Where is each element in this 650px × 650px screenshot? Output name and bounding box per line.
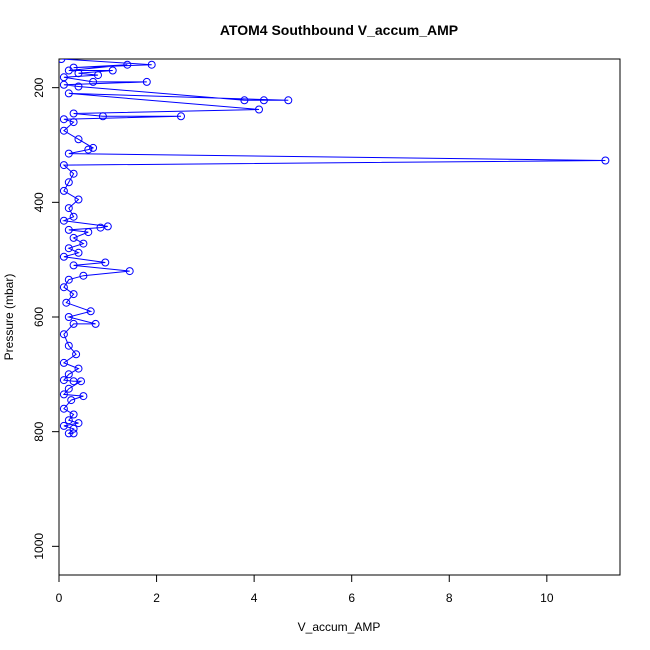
data-point [59,358,68,367]
data-point [64,66,73,75]
x-axis: 0 2 4 6 8 10 [56,574,554,605]
data-point [64,244,73,253]
data-point [59,421,68,430]
data-point [69,212,78,221]
data-point [69,233,78,242]
data-point [77,377,85,386]
data-point [94,71,102,80]
data-point [79,271,88,280]
data-point [59,59,66,63]
data-point [59,126,68,135]
data-point [259,96,268,105]
data-point [59,115,68,124]
data-point [69,169,78,178]
data-point [74,195,83,204]
x-tick-label: 4 [251,591,258,605]
data-point [147,60,156,69]
data-point [84,145,93,154]
data-point [59,186,68,195]
data-point [69,429,78,438]
data-point [89,143,98,152]
data-point [91,319,100,328]
data-point [64,204,73,213]
data-point [64,313,73,321]
data-point [84,228,93,237]
data-point [59,376,68,385]
y-tick-label: 800 [32,421,46,441]
data-point [177,112,185,121]
data-point [69,261,78,270]
data-point [64,225,73,234]
y-tick-label: 200 [32,77,46,97]
data-point [79,392,88,401]
data-point [240,96,249,105]
data-point [125,267,134,276]
data-point [142,77,151,86]
y-axis: 200 400 600 800 1000 [32,77,60,560]
y-tick-label: 1000 [32,533,46,560]
data-point [64,416,73,425]
y-tick-label: 600 [32,307,46,327]
data-point [74,248,83,257]
data-point [86,307,95,316]
data-point [59,216,68,225]
data-point [74,69,83,78]
data-point [59,404,68,413]
data-point [69,109,78,118]
data-point [74,135,83,144]
x-tick-label: 0 [56,591,63,605]
data-point [59,330,68,339]
data-point [59,252,68,261]
data-point [69,118,78,127]
data-point [74,419,83,428]
data-point [64,149,73,158]
data-point [64,384,73,393]
data-point [64,370,73,379]
data-point [64,178,73,187]
data-point [284,96,293,105]
data-point [64,275,73,284]
data-point [96,223,105,232]
data-point [69,290,78,299]
data-point [59,80,68,89]
chart-title: ATOM4 Southbound V_accum_AMP [220,22,458,38]
x-tick-label: 6 [348,591,355,605]
data-point [59,390,68,399]
data-point [74,82,83,91]
data-point [79,239,88,248]
plot-area [59,59,610,438]
y-axis-label: Pressure (mbar) [2,274,16,361]
data-point [601,156,610,165]
y-tick-label: 400 [32,192,46,212]
x-axis-label: V_accum_AMP [298,620,381,634]
data-point [123,60,132,69]
data-point [72,350,81,359]
data-point [98,112,107,121]
data-point [255,105,263,114]
data-point [59,161,68,170]
data-point [64,89,73,98]
x-tick-label: 8 [446,591,453,605]
series-line [61,59,606,434]
data-point [69,424,78,433]
data-point [101,258,110,267]
data-point [67,396,76,405]
data-point [64,429,73,438]
data-point [89,77,98,86]
data-point [108,66,117,75]
data-point [59,283,68,292]
data-point [62,298,71,307]
data-point [69,410,78,419]
data-point [64,341,73,350]
x-tick-label: 2 [153,591,160,605]
x-tick-label: 10 [540,591,554,605]
data-point [69,319,78,328]
data-point [74,364,83,373]
